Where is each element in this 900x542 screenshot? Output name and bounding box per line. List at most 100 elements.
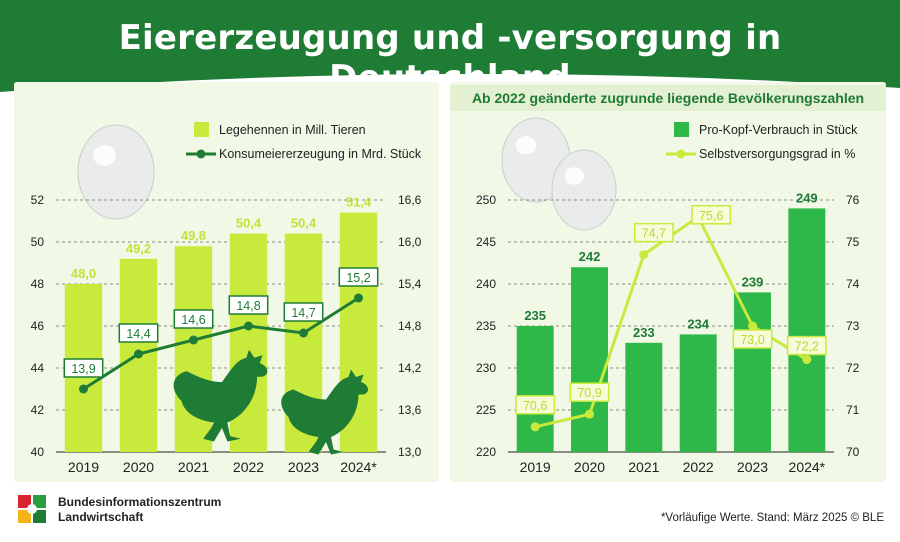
chart-laying-hens-egg-production: 40 13,0 42 13,6 44 14,2 46 14,8 48 15,4 50 16,0 52 16… (14, 82, 439, 482)
y-tick-right: 14,8 (398, 319, 422, 333)
population-change-note: Ab 2022 geänderte zugrunde liegende Bevö… (450, 85, 886, 111)
line-value-box (173, 309, 214, 329)
y-tick-left: 235 (476, 319, 496, 333)
series-point (244, 321, 253, 331)
bar (679, 334, 717, 452)
right-chart-panel: 220 70 225 71 230 72 235 73 240 74 245 75 250 76 235 24… (450, 82, 886, 482)
egg-icon (77, 124, 155, 220)
line-value-label: 74,7 (642, 227, 666, 241)
bar-value-label: 51,4 (346, 195, 372, 210)
line-value-label: 14,7 (291, 306, 315, 320)
egg-highlight (93, 145, 116, 166)
series-point (530, 422, 540, 432)
bar-value-label: 50,4 (291, 216, 317, 231)
chicken-icon (173, 349, 268, 442)
x-tick-label: 2022 (683, 459, 714, 475)
bar-value-label: 50,4 (236, 216, 262, 231)
y-tick-right: 75 (846, 235, 860, 249)
y-tick-left: 46 (31, 319, 45, 333)
brand-logo-icon (14, 492, 50, 528)
bar (625, 342, 663, 452)
egg-shell (77, 124, 155, 220)
y-tick-right: 16,0 (398, 235, 422, 249)
x-tick-label: 2020 (574, 459, 605, 475)
y-tick-right: 16,6 (398, 193, 422, 207)
x-tick-label: 2020 (123, 459, 154, 475)
line-value-box (691, 205, 732, 225)
legend-label-line: Konsumeiererzeugung in Mrd. Stück (219, 147, 422, 161)
bar (516, 326, 554, 452)
line-value-box (569, 382, 610, 402)
line-value-label: 15,2 (346, 271, 370, 285)
egg-icon (551, 149, 617, 231)
series-point (189, 335, 198, 345)
brand-line-1: Bundesinformationszentrum (58, 495, 222, 509)
x-tick-label: 2023 (288, 459, 319, 475)
line-value-box (786, 335, 827, 356)
legend-swatch-marker (676, 149, 686, 159)
chicken-icon (281, 369, 369, 455)
x-tick-label: 2019 (520, 459, 551, 475)
chart-per-capita-self-sufficiency: 220 70 225 71 230 72 235 73 240 74 245 75 250 76 235 24… (450, 82, 886, 482)
line-value-label: 14,4 (126, 327, 150, 341)
legend-swatch-bars (194, 122, 209, 137)
y-tick-right: 70 (846, 445, 860, 459)
y-tick-right: 14,2 (398, 361, 422, 375)
series-point (639, 250, 649, 260)
x-tick-label: 2024* (340, 459, 377, 475)
bar-value-label: 239 (742, 274, 764, 289)
legend-label-bars: Legehennen in Mill. Tieren (219, 123, 366, 137)
y-tick-left: 250 (476, 193, 496, 207)
legend-label-line: Selbstversorgungsgrad in % (699, 147, 855, 161)
series-point (585, 409, 594, 419)
line-value-box (633, 222, 674, 243)
x-tick-label: 2022 (233, 459, 264, 475)
bar (788, 208, 826, 452)
x-tick-label: 2021 (178, 459, 209, 475)
bar-value-label: 233 (633, 325, 655, 340)
line-value-box (118, 323, 159, 343)
y-tick-left: 48 (31, 277, 45, 291)
bar (734, 292, 771, 452)
y-tick-left: 50 (31, 235, 45, 249)
y-tick-right: 76 (846, 193, 860, 207)
bar-value-label: 242 (579, 249, 601, 264)
bar-value-label: 249 (796, 190, 818, 205)
footnote: *Vorläufige Werte. Stand: März 2025 © BL… (660, 512, 884, 524)
legend-swatch-bars (674, 122, 689, 137)
legend-label-bars: Pro-Kopf-Verbrauch in Stück (699, 123, 858, 137)
line-value-box (338, 267, 379, 287)
line-value-label: 14,6 (181, 313, 205, 327)
bar (571, 267, 608, 452)
x-tick-label: 2019 (68, 459, 99, 475)
y-tick-left: 42 (31, 403, 45, 417)
y-tick-left: 40 (31, 445, 45, 459)
series-point (354, 293, 363, 303)
y-tick-left: 240 (476, 277, 496, 291)
series-point (79, 384, 88, 394)
y-tick-left: 44 (31, 361, 45, 375)
brand-line-2: Landwirtschaft (58, 510, 144, 524)
brand-name: Bundesinformationszentrum Landwirtschaft (58, 495, 221, 525)
left-chart-panel: 40 13,0 42 13,6 44 14,2 46 14,8 48 15,4 50 16,0 52 16… (14, 82, 439, 482)
line-value-label: 72,2 (795, 340, 819, 354)
line-value-label: 70,9 (577, 386, 601, 400)
line-value-box (63, 358, 104, 378)
y-tick-right: 15,4 (398, 277, 422, 291)
y-tick-right: 72 (846, 361, 860, 375)
y-tick-right: 13,6 (398, 403, 422, 417)
y-tick-right: 13,0 (398, 445, 422, 459)
bar (229, 233, 268, 452)
chicken-silhouette (173, 349, 268, 442)
series-point (299, 328, 308, 338)
y-tick-right: 73 (846, 319, 860, 333)
line-value-label: 14,8 (236, 299, 260, 313)
line-value-box (228, 295, 269, 315)
legend-swatch-marker (196, 149, 206, 159)
series-line (82, 296, 360, 391)
egg-highlight (564, 167, 584, 185)
chicken-silhouette (281, 369, 369, 455)
brand-logo: Bundesinformationszentrum Landwirtschaft (14, 490, 314, 530)
series-point (802, 355, 812, 365)
bar-value-label: 49,8 (181, 228, 206, 243)
